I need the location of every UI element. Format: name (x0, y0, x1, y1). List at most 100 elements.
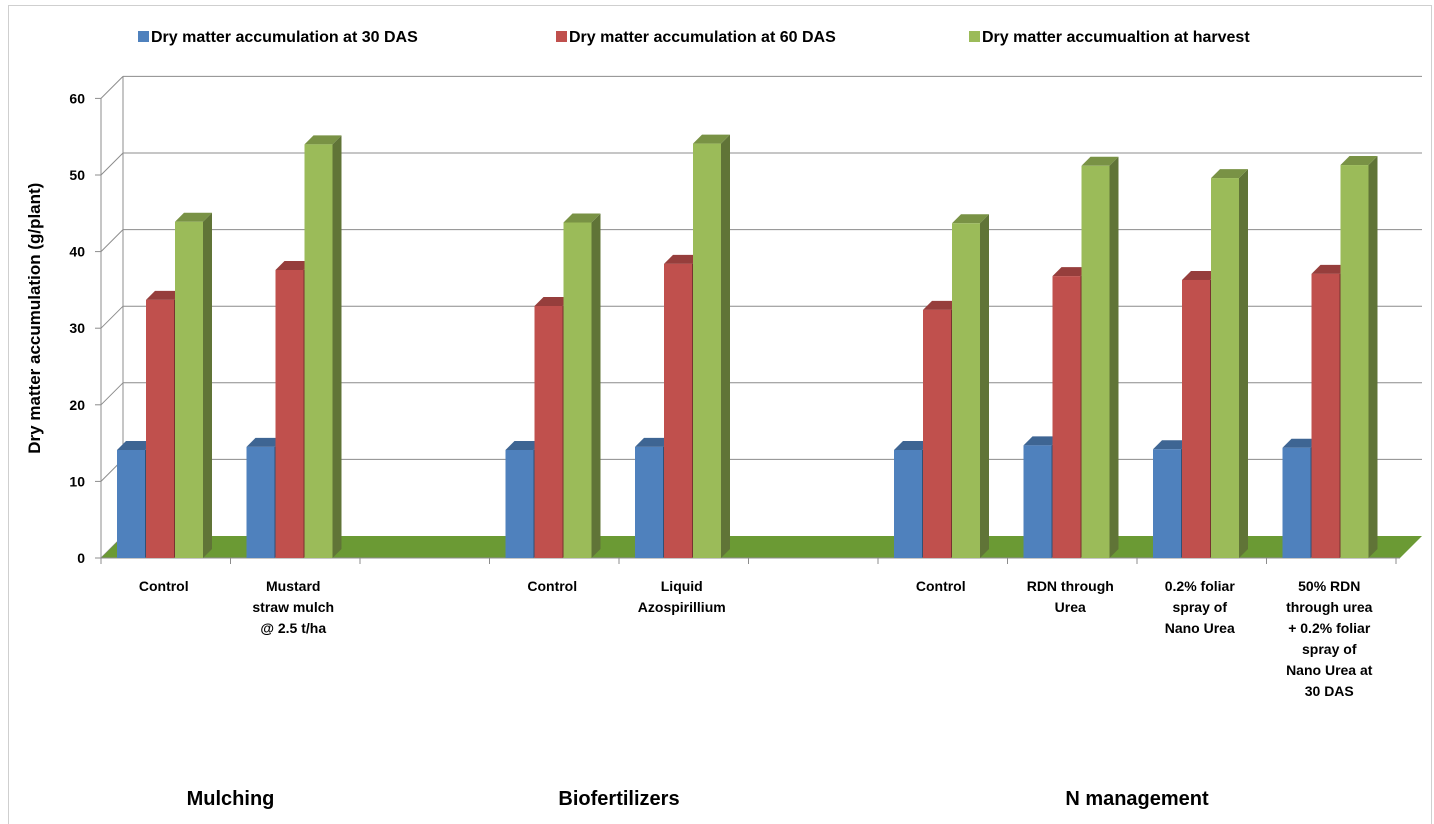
group-label: Mulching (187, 788, 275, 810)
bar-top (664, 254, 701, 264)
gridline-edge (100, 152, 124, 176)
bar-top (304, 135, 342, 145)
bar-front (1081, 165, 1110, 559)
bar-front (275, 269, 304, 558)
group-labels: Mulching Biofertilizers N management (187, 788, 1209, 810)
bar-side (1368, 156, 1378, 559)
bar (304, 135, 342, 559)
gridline-edge (100, 305, 124, 329)
y-tick-label: 20 (69, 397, 85, 413)
bar-front (563, 222, 592, 558)
bar-top (146, 290, 183, 300)
bar-front (693, 143, 721, 558)
bar-top (1052, 267, 1090, 277)
bar-top (505, 440, 543, 450)
x-tick-labels: Control Mustard straw mulch @ 2.5 t/ha Contr… (139, 578, 1373, 699)
y-axis-title: Dry matter accumulation (g/plant) (25, 183, 44, 454)
y-tick-label: 50 (69, 167, 85, 183)
bar-front (664, 263, 692, 558)
legend: Dry matter accumulation at 30 DAS Dry mat… (138, 29, 1250, 46)
bar-top (1182, 270, 1219, 280)
gridline-edge (100, 382, 124, 406)
bar-front (923, 309, 951, 558)
bar-top (894, 440, 931, 450)
gridline-edge (100, 76, 124, 99)
legend-swatch (556, 31, 567, 42)
bar-side (203, 212, 212, 558)
bar-top (175, 212, 212, 222)
x-tick-label: 0.2% foliar spray of Nano Urea (1165, 578, 1236, 636)
bar-front (534, 305, 563, 558)
bar-top (1153, 440, 1190, 450)
x-tick-label: Liquid Azospirillium (638, 578, 726, 615)
bar-top (635, 437, 672, 447)
y-tick-label: 60 (69, 90, 85, 106)
bar-front (1153, 449, 1181, 558)
bar-front (117, 449, 145, 558)
y-tick-label: 10 (69, 473, 85, 489)
bar-front (304, 144, 333, 559)
legend-swatch (969, 31, 980, 42)
bar-top (117, 440, 154, 450)
bar-front (246, 446, 275, 558)
x-tick-label: Mustard straw mulch @ 2.5 t/ha (252, 578, 334, 636)
bar-side (591, 213, 601, 558)
y-ticks: 0 10 20 30 40 50 60 (69, 90, 85, 566)
gridline-edge (100, 229, 124, 252)
x-tick-label: Control (916, 578, 966, 594)
bar-top (693, 134, 730, 144)
bar-side (1239, 169, 1248, 558)
bar (693, 134, 730, 558)
bar-top (923, 300, 960, 310)
bar-front (146, 299, 174, 558)
bar-top (1211, 169, 1248, 179)
bar (563, 213, 601, 558)
bar-front (1182, 279, 1210, 558)
bar (952, 214, 989, 558)
bar-front (175, 221, 203, 558)
bar-top (1282, 438, 1320, 448)
y-tick-label: 0 (77, 550, 85, 566)
bar-front (952, 223, 980, 558)
bar-front (1282, 447, 1311, 558)
bar-front (1311, 273, 1340, 558)
group-label: Biofertilizers (558, 788, 679, 810)
bar-top (1081, 156, 1119, 166)
bar-front (894, 449, 922, 558)
x-tick-label: RDN through Urea (1027, 578, 1114, 615)
bar-top (1023, 436, 1061, 446)
bar-top (246, 437, 284, 447)
legend-label: Dry matter accumualtion at harvest (982, 29, 1250, 46)
y-tick-label: 30 (69, 320, 85, 336)
bars (117, 134, 1378, 559)
bar-front (505, 449, 534, 558)
legend-label: Dry matter accumulation at 60 DAS (569, 29, 836, 46)
legend-swatch (138, 31, 149, 42)
x-tick-label: Control (527, 578, 577, 594)
bar-front (635, 446, 663, 558)
bar-top (1340, 156, 1378, 166)
bar-front (1340, 165, 1369, 559)
y-tick-label: 40 (69, 244, 85, 260)
bar (175, 212, 212, 558)
bar-top (534, 296, 572, 306)
bar-top (1311, 264, 1349, 274)
x-tick-label: 50% RDN through urea + 0.2% foliar spray of… (1286, 578, 1373, 699)
bar-top (563, 213, 601, 223)
bar-top (275, 260, 313, 270)
bar-top (952, 214, 989, 224)
bar-front (1052, 276, 1081, 558)
bar-front (1211, 178, 1239, 558)
bar (1211, 169, 1248, 558)
group-label: N management (1065, 788, 1209, 810)
bar (1340, 156, 1378, 559)
bar-side (1109, 156, 1119, 559)
bar (1081, 156, 1119, 559)
legend-label: Dry matter accumulation at 30 DAS (151, 29, 418, 46)
bar-side (980, 214, 989, 558)
bar-side (721, 134, 730, 558)
bar-side (332, 135, 342, 559)
bar-front (1023, 445, 1052, 558)
